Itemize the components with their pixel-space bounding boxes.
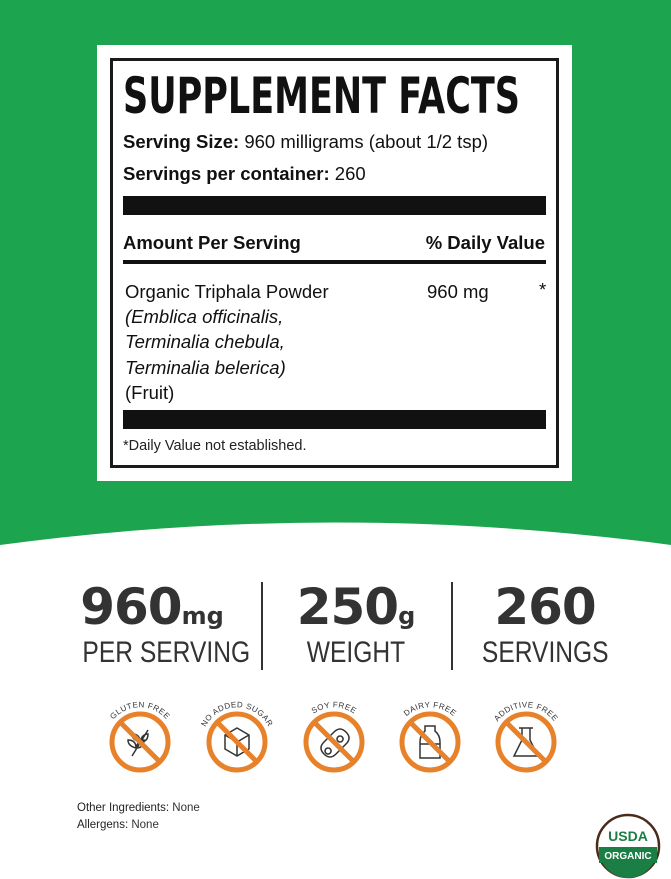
usda-text: USDA xyxy=(608,828,648,844)
other-ingredients: Other Ingredients: None xyxy=(77,802,200,814)
serving-size: Serving Size: 960 milligrams (about 1/2 … xyxy=(123,131,489,152)
ingredient-amount: 960 mg xyxy=(427,281,489,302)
ingredient-name: Organic Triphala Powder xyxy=(125,281,329,302)
organic-text: ORGANIC xyxy=(604,851,651,862)
servings-per-container: Servings per container: 260 xyxy=(123,163,366,184)
stat-per-serving: 960mg PER SERVING xyxy=(80,578,251,669)
supplement-facts-panel: SUPPLEMENT FACTS Serving Size: 960 milli… xyxy=(97,45,572,481)
usda-organic-seal: USDA ORGANIC xyxy=(595,813,661,879)
stat-divider xyxy=(261,582,263,670)
ingredient-dv: * xyxy=(539,279,547,300)
allergens: Allergens: None xyxy=(77,819,159,831)
stat-weight: 250g WEIGHT xyxy=(296,578,416,669)
stat-divider xyxy=(451,582,453,670)
latin-name: Terminalia belerica) xyxy=(125,357,286,378)
amount-per-serving-header: Amount Per Serving xyxy=(123,232,301,253)
daily-value-header: % Daily Value xyxy=(425,232,545,253)
divider-bar xyxy=(123,196,546,215)
divider-bar xyxy=(123,410,546,429)
facts-title: SUPPLEMENT FACTS xyxy=(123,67,520,125)
footnote: *Daily Value not established. xyxy=(123,438,307,454)
stat-servings: 260 SERVINGS xyxy=(481,578,609,669)
latin-name: (Emblica officinalis, xyxy=(125,306,284,327)
latin-name: Terminalia chebula, xyxy=(125,331,285,352)
ingredient-part: (Fruit) xyxy=(125,382,175,403)
divider-line xyxy=(123,260,546,264)
